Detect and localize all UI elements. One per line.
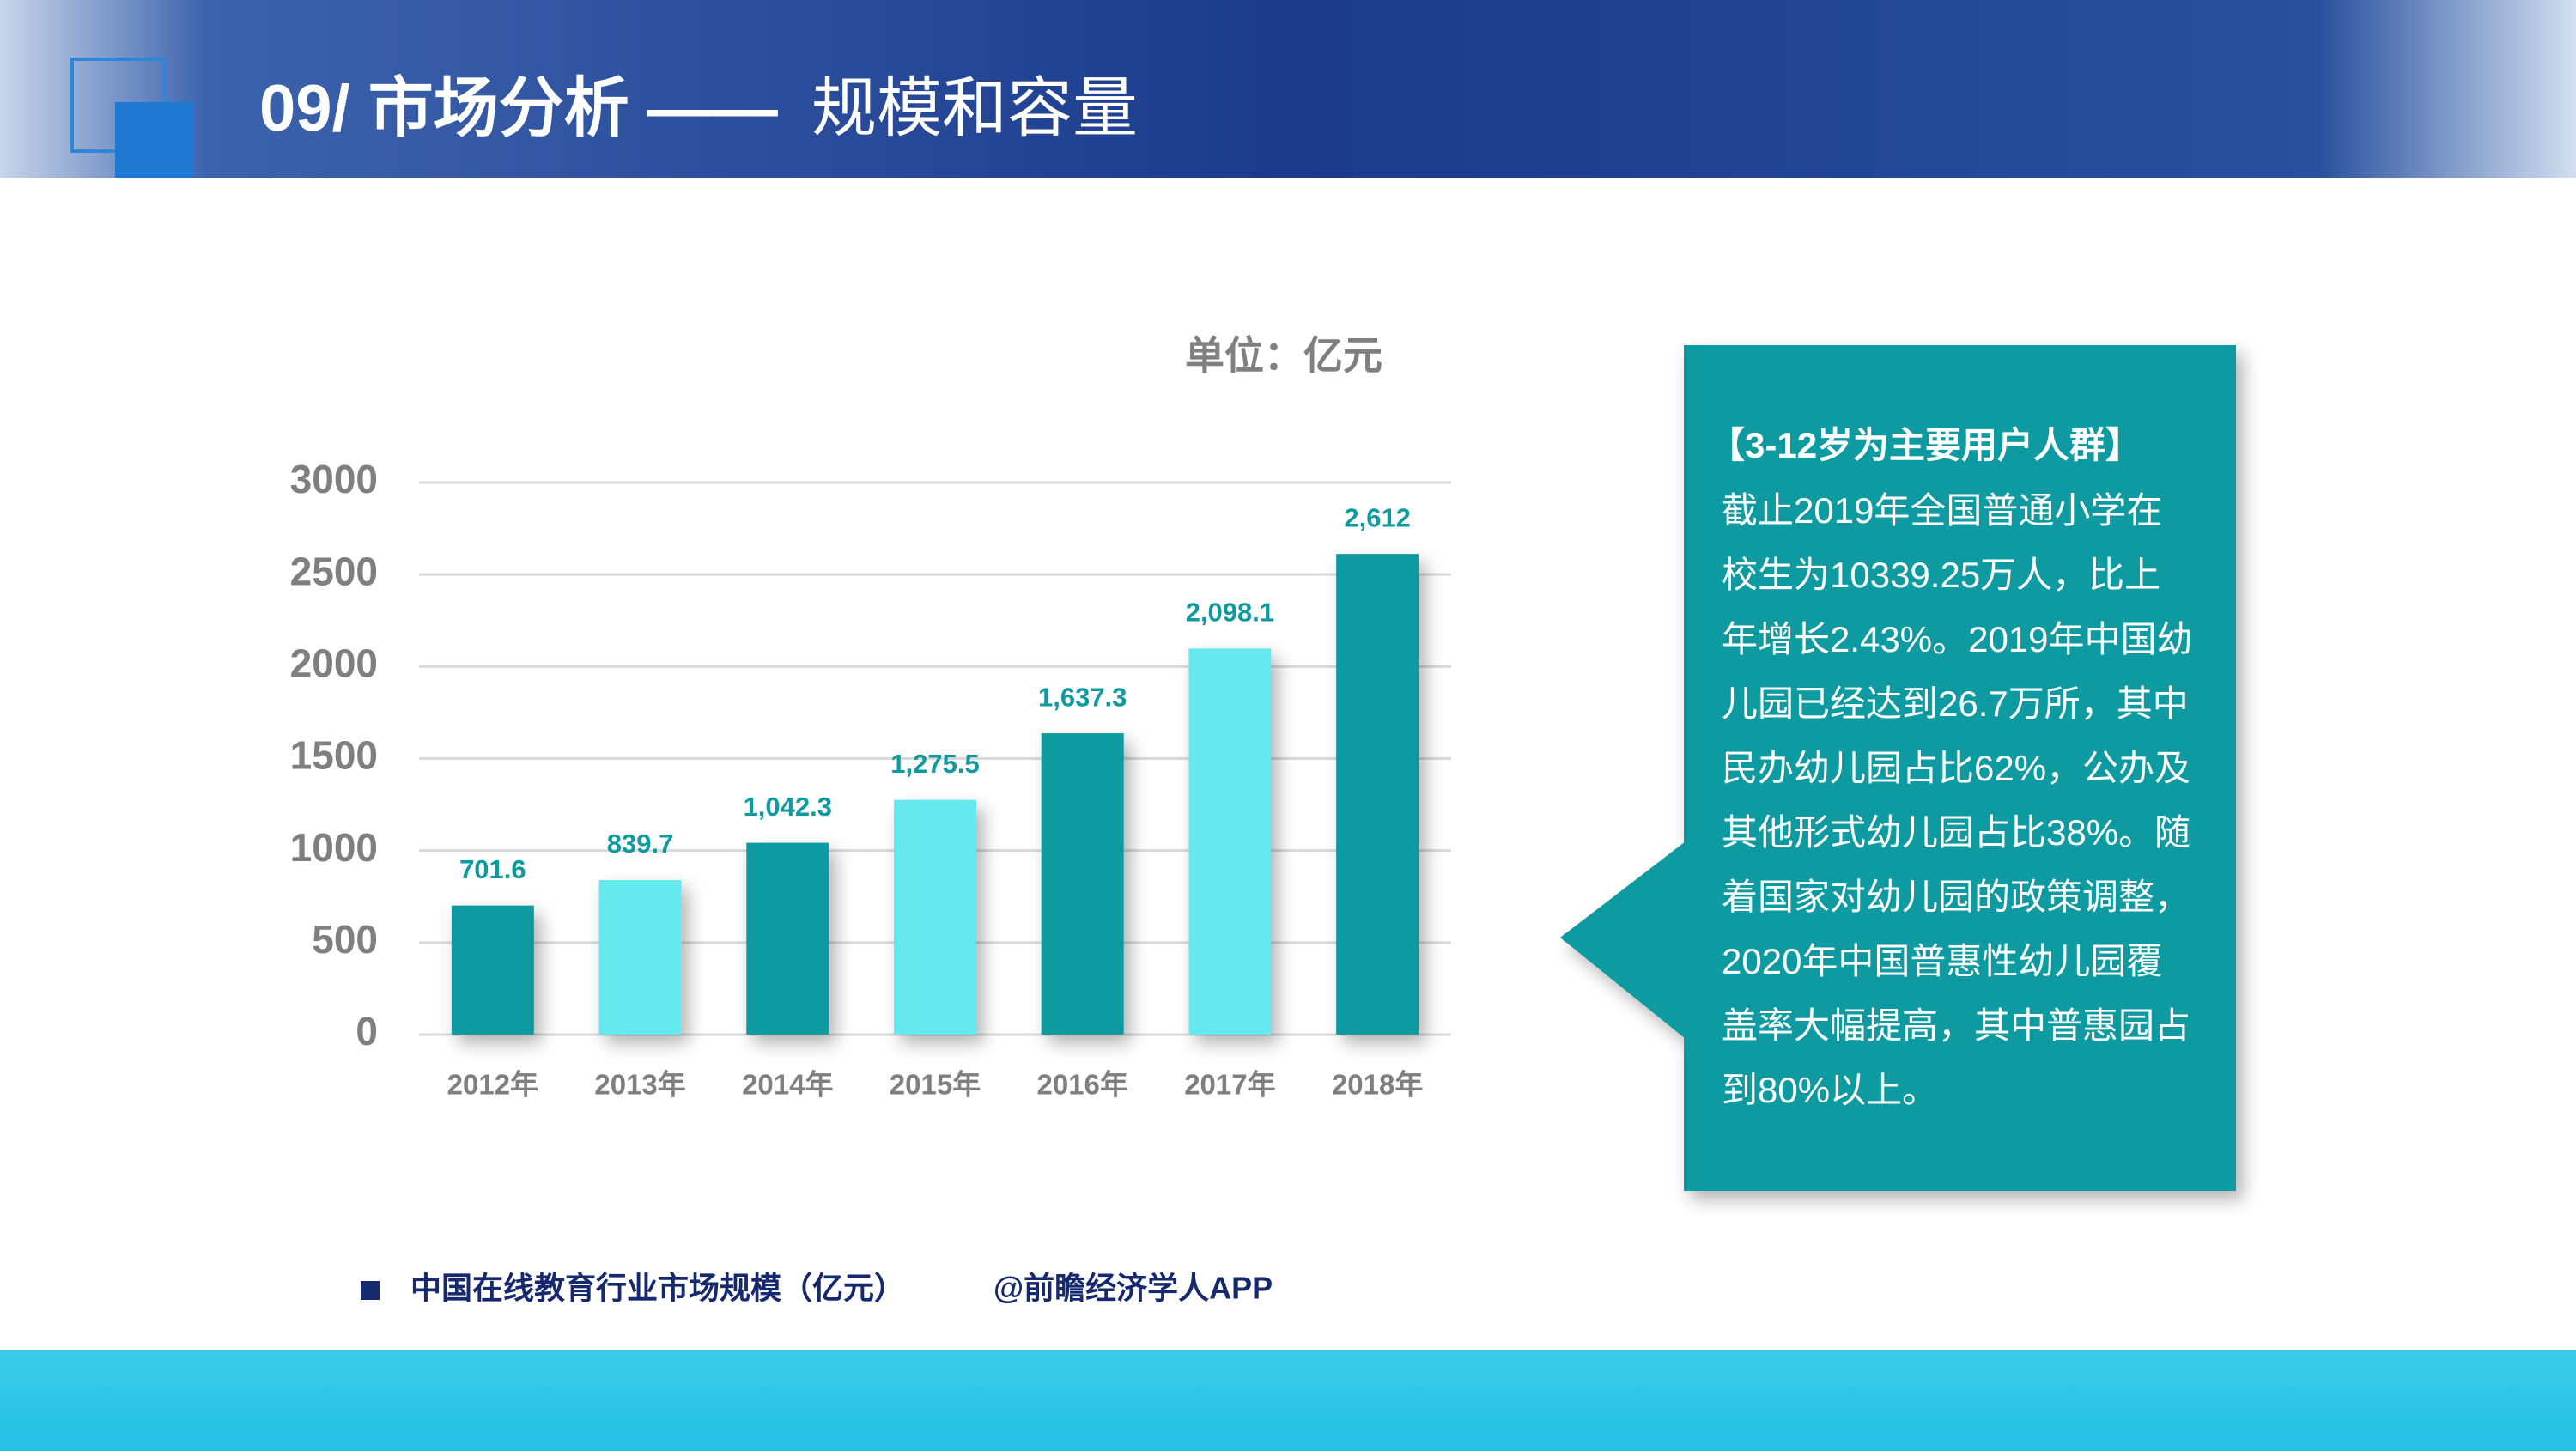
callout-text: 【3-12岁为主要用户人群】截止2019年全国普通小学在校生为10339.25万…	[1709, 425, 2193, 1110]
value-label: 2,612	[1344, 502, 1411, 532]
x-tick-label: 2016年	[1037, 1069, 1128, 1101]
y-tick-label: 2000	[290, 641, 378, 685]
y-tick-label: 500	[312, 917, 378, 962]
caption: 中国在线教育行业市场规模（亿元）	[410, 1271, 905, 1306]
footer-band	[0, 1350, 2576, 1451]
value-label: 2,098.1	[1186, 597, 1274, 627]
y-tick-label: 1500	[290, 733, 378, 778]
callout-line: 着国家对幼儿园的政策调整，	[1722, 877, 2190, 917]
y-tick-label: 2500	[290, 549, 378, 593]
title: 09/ 市场分析 ——	[259, 72, 778, 145]
callout-box	[1684, 345, 2236, 1191]
bar	[598, 880, 682, 1035]
callout-line: 2020年中国普惠性幼儿园覆	[1722, 941, 2162, 981]
deco-square	[115, 102, 194, 178]
bar	[746, 842, 829, 1035]
bar	[1041, 733, 1124, 1035]
x-tick-label: 2018年	[1332, 1069, 1423, 1101]
y-tick-label: 3000	[290, 457, 378, 501]
value-label: 1,042.3	[744, 792, 832, 822]
source: @前瞻经济学人APP	[993, 1271, 1273, 1306]
callout-pointer	[1560, 841, 1686, 1039]
callout-line: 盖率大幅提高，其中普惠园占	[1722, 1005, 2190, 1046]
bar	[451, 905, 534, 1035]
callout-line: 儿园已经达到26.7万所，其中	[1722, 683, 2189, 724]
callout-line: 截止2019年全国普通小学在	[1722, 490, 2162, 531]
x-tick-label: 2013年	[594, 1069, 685, 1101]
value-label: 839.7	[607, 829, 674, 859]
header-band	[0, 0, 2576, 178]
bar	[1336, 554, 1419, 1035]
callout-line: 到80%以上。	[1722, 1070, 1938, 1110]
callout-heading: 【3-12岁为主要用户人群】	[1709, 425, 2142, 465]
bar	[894, 799, 976, 1035]
callout-line: 民办幼儿园占比62%，公办及	[1722, 748, 2190, 788]
value-label: 701.6	[459, 854, 526, 884]
bullet	[361, 1281, 380, 1300]
bar	[1188, 648, 1272, 1035]
callout	[1560, 345, 2236, 1191]
callout-line: 其他形式幼儿园占比38%。随	[1722, 812, 2190, 853]
x-tick-label: 2017年	[1184, 1069, 1275, 1101]
y-tick-label: 1000	[290, 825, 378, 870]
value-label: 1,275.5	[890, 749, 979, 779]
chart: 单位：亿元 0 500 1000 1500 2000 2500 3000 2012年 701.6 2…	[290, 333, 1451, 1101]
header-title: 09/ 市场分析 —— 规模和容量	[259, 72, 1138, 145]
y-tick-label: 0	[355, 1009, 378, 1053]
x-tick-label: 2014年	[742, 1069, 833, 1101]
subtitle: 规模和容量	[811, 72, 1138, 145]
callout-line: 校生为10339.25万人，比上	[1722, 555, 2160, 595]
x-tick-label: 2015年	[890, 1069, 981, 1101]
x-tick-label: 2012年	[447, 1069, 538, 1101]
value-label: 1,637.3	[1038, 682, 1127, 712]
callout-line: 年增长2.43%。2019年中国幼	[1722, 619, 2193, 659]
unit-label: 单位：亿元	[1185, 333, 1382, 378]
